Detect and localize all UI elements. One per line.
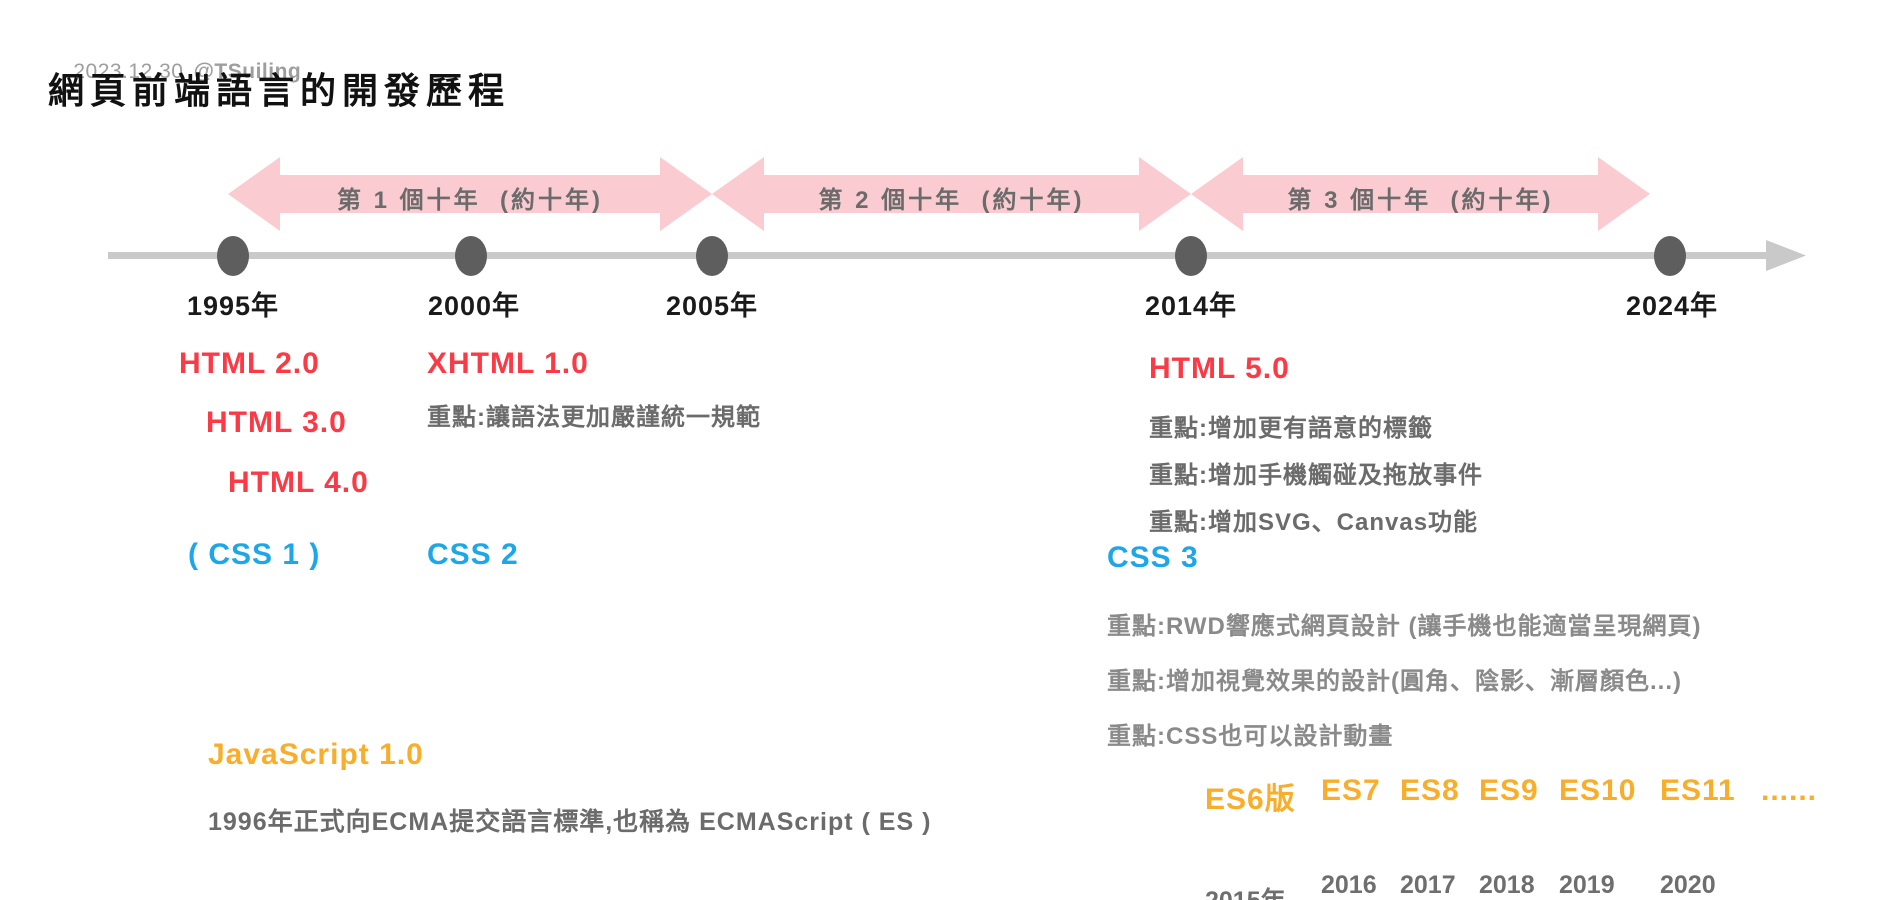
es10-label: ES10 [1559, 774, 1637, 807]
es-version-col-es11: ES11 2020 [1660, 738, 1736, 900]
timeline-dot-2024 [1654, 236, 1686, 276]
author-handle: @TSuiling [193, 60, 302, 83]
es-version-col-more: ...... [1761, 738, 1817, 844]
css3-note-3: 重點:CSS也可以設計動畫 [1107, 723, 1394, 750]
year-label-2014: 2014年 [1144, 291, 1238, 321]
decade-2-label: 第 2 個十年 (約十年) [818, 187, 1085, 214]
decade-arrow-1-shape [228, 157, 712, 231]
year-label-2024: 2024年 [1625, 291, 1719, 321]
xhtml-label: XHTML 1.0 [427, 347, 589, 380]
timeline-line [108, 252, 1772, 259]
es11-label: ES11 [1660, 774, 1736, 807]
year-label-2000: 2000年 [427, 291, 521, 321]
timeline-dot-2000 [455, 236, 487, 276]
es8-label: ES8 [1400, 774, 1460, 807]
es9-year: 2018 [1479, 871, 1535, 899]
date-author-line: 2023.12.30 @TSuiling [48, 36, 301, 108]
es-version-col-es7: ES7 2016 [1321, 738, 1381, 900]
year-label-1995: 1995年 [186, 291, 280, 321]
es8-year: 2017 [1400, 871, 1456, 899]
es-version-col-es6: ES6版 2015年 [1205, 738, 1296, 900]
html2-label: HTML 2.0 [179, 347, 320, 380]
es11-year: 2020 [1660, 871, 1716, 899]
decade-1-label: 第 1 個十年 (約十年) [336, 187, 603, 214]
es-version-col-es8: ES8 2017 [1400, 738, 1460, 900]
es7-label: ES7 [1321, 774, 1381, 807]
html3-label: HTML 3.0 [206, 406, 347, 439]
es-more-label: ...... [1761, 774, 1818, 807]
es9-label: ES9 [1479, 774, 1539, 807]
date-text: 2023.12.30 [73, 60, 184, 83]
html4-label: HTML 4.0 [228, 466, 369, 499]
es-version-col-es9: ES9 2018 [1479, 738, 1539, 900]
es10-year: 2019 [1559, 871, 1615, 899]
css1-label: ( CSS 1 ) [188, 538, 321, 571]
css3-note-1: 重點:RWD響應式網頁設計 (讓手機也能適當呈現網頁) [1107, 613, 1702, 640]
html5-label: HTML 5.0 [1149, 352, 1290, 385]
css3-label: CSS 3 [1107, 541, 1199, 574]
xhtml-note: 重點:讓語法更加嚴謹統一規範 [427, 404, 761, 431]
javascript-note: 1996年正式向ECMA提交語言標準,也稱為 ECMAScript ( ES ) [208, 808, 932, 836]
es-version-col-es10: ES10 2019 [1559, 738, 1636, 900]
timeline-arrowhead-icon [1766, 240, 1806, 271]
es7-year: 2016 [1321, 871, 1377, 899]
html5-note-1: 重點:增加更有語意的標籤 [1149, 415, 1433, 442]
timeline-dot-2005 [696, 236, 728, 276]
javascript-label: JavaScript 1.0 [208, 738, 424, 771]
es6-year: 2015年 [1205, 881, 1296, 900]
html5-note-2: 重點:增加手機觸碰及拖放事件 [1149, 462, 1483, 489]
css2-label: CSS 2 [427, 538, 519, 571]
timeline-dot-1995 [217, 236, 249, 276]
timeline-dot-2014 [1175, 236, 1207, 276]
css3-note-2: 重點:增加視覺效果的設計(圓角、陰影、漸層顏色...) [1107, 668, 1682, 695]
decade-arrow-2-shape [712, 157, 1191, 231]
year-label-2005: 2005年 [665, 291, 759, 321]
html5-note-3: 重點:增加SVG、Canvas功能 [1149, 509, 1479, 536]
decade-3-label: 第 3 個十年 (約十年) [1287, 187, 1554, 214]
page-title: 網頁前端語言的開發歷程 [48, 70, 511, 111]
es6-label: ES6版 [1205, 783, 1296, 816]
decade-arrow-3-shape [1191, 157, 1650, 231]
